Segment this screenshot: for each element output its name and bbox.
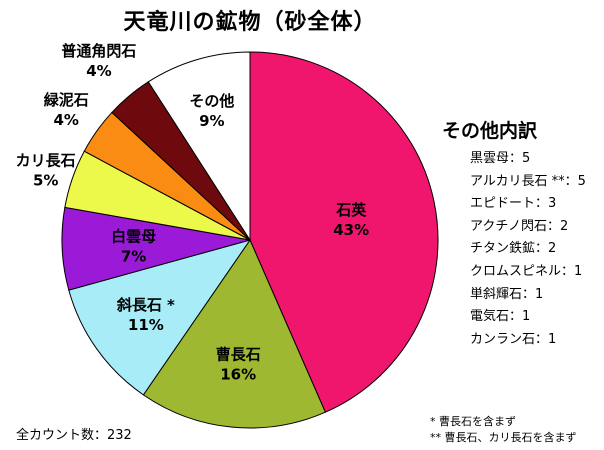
pie-slice [68,239,252,396]
slice-label: 石英 [335,201,367,219]
slice-percent-label: 4% [53,111,78,129]
slice-label: 緑泥石 [44,91,89,109]
breakdown-item: アクチノ閃石：2 [470,218,569,234]
breakdown-list: 黒雲母：5 アルカリ長石 **：5 エピドート：3 アクチノ閃石：2 チタン鉄鉱… [470,148,586,351]
slice-label: その他 [189,92,234,110]
slice-label: 白雲母 [111,228,156,246]
breakdown-item: 単斜輝石：1 [470,286,544,302]
breakdown-item: クロムスピネル：1 [470,263,583,279]
slice-percent-label: 16% [220,366,256,384]
breakdown-item: 黒雲母：5 [470,151,531,166]
pie-slice [147,51,251,242]
slice-percent-label: 7% [121,248,146,266]
slice-percent-label: 43% [333,221,369,239]
breakdown-item: 電気石：1 [470,309,531,325]
slice-percent-label: 9% [199,112,224,130]
breakdown-item: カンラン石：1 [470,331,557,347]
footnote: * 曹長石を含まず [430,415,516,428]
slice-percent-label: 11% [128,316,164,334]
breakdown-item: エピドート：3 [470,196,557,212]
slice-label: 普通角閃石 [61,42,136,60]
footnotes: * 曹長石を含まず ** 曹長石、カリ長石を含まず [430,414,577,446]
slice-percent-label: 5% [33,171,58,189]
footnote: ** 曹長石、カリ長石を含まず [430,431,577,444]
breakdown-item: チタン鉄鉱：2 [470,241,557,257]
breakdown-title: その他内訳 [442,120,538,142]
total-count: 全カウント数：232 [16,428,132,443]
slice-label: 斜長石 * [116,296,175,314]
breakdown-item: アルカリ長石 **：5 [470,173,586,189]
pie-slice [249,51,439,413]
slice-percent-label: 4% [86,62,111,80]
slice-label: 曹長石 [216,346,261,364]
chart-title: 天竜川の鉱物（砂全体） [123,10,377,35]
pie-slice [142,238,327,429]
slice-label: カリ長石 [16,151,76,169]
